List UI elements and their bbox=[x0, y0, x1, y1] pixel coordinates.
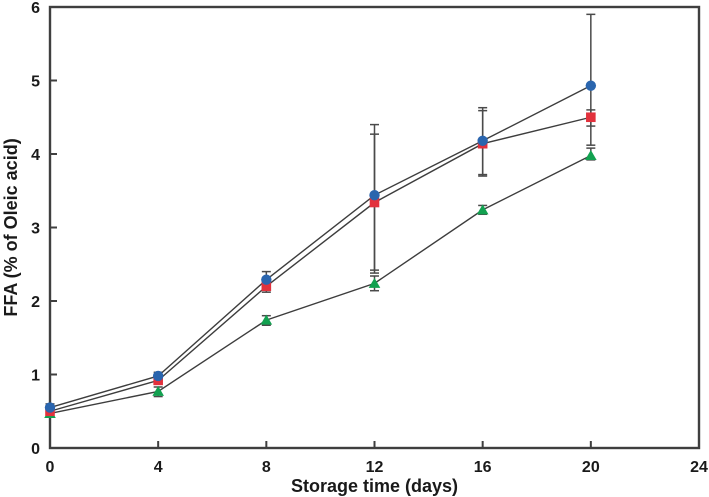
circle-marker bbox=[585, 80, 597, 91]
y-tick-label: 2 bbox=[31, 294, 40, 311]
red-square-series-markers bbox=[45, 112, 596, 417]
x-tick-label: 4 bbox=[154, 459, 163, 476]
y-axis-title: FFA (% of Oleic acid) bbox=[1, 138, 21, 316]
x-axis: 0 4 8 12 16 20 24 bbox=[46, 441, 708, 476]
y-tick-label: 0 bbox=[31, 441, 40, 458]
y-tick-label: 3 bbox=[31, 221, 40, 238]
y-tick-label: 5 bbox=[31, 74, 40, 91]
x-tick-label: 16 bbox=[474, 459, 492, 476]
circle-marker bbox=[44, 402, 56, 413]
blue-circle-series-line bbox=[49, 85, 592, 409]
triangle-marker bbox=[152, 385, 164, 396]
red-square-series-line bbox=[49, 116, 591, 412]
circle-marker bbox=[152, 370, 164, 382]
triangle-marker bbox=[585, 149, 597, 160]
green-triangle-series-markers bbox=[44, 149, 597, 418]
triangle-marker bbox=[260, 314, 273, 325]
circle-marker bbox=[369, 189, 380, 201]
circle-marker bbox=[261, 274, 272, 285]
blue-circle-series-markers bbox=[44, 80, 597, 413]
square-marker bbox=[586, 112, 596, 123]
x-axis-title: Storage time (days) bbox=[291, 476, 458, 496]
blue-circle-series-error-bars bbox=[45, 13, 596, 412]
y-tick-label: 4 bbox=[31, 147, 40, 164]
y-tick-label: 1 bbox=[31, 368, 40, 385]
red-square-series-error-bars bbox=[45, 109, 596, 416]
x-tick-label: 24 bbox=[690, 459, 708, 476]
y-axis: 0 1 2 3 4 5 6 bbox=[31, 0, 57, 458]
x-tick-label: 8 bbox=[262, 459, 271, 476]
x-tick-label: 0 bbox=[46, 459, 55, 476]
circle-marker bbox=[477, 135, 488, 146]
square-marker bbox=[261, 281, 272, 292]
y-tick-label: 6 bbox=[31, 0, 40, 17]
green-triangle-series-line bbox=[49, 154, 592, 415]
square-marker bbox=[369, 197, 380, 208]
triangle-marker bbox=[476, 204, 489, 215]
x-tick-label: 12 bbox=[366, 459, 384, 476]
x-tick-label: 20 bbox=[582, 459, 600, 476]
triangle-marker bbox=[368, 277, 381, 288]
green-triangle-series-error-bars bbox=[45, 147, 596, 418]
